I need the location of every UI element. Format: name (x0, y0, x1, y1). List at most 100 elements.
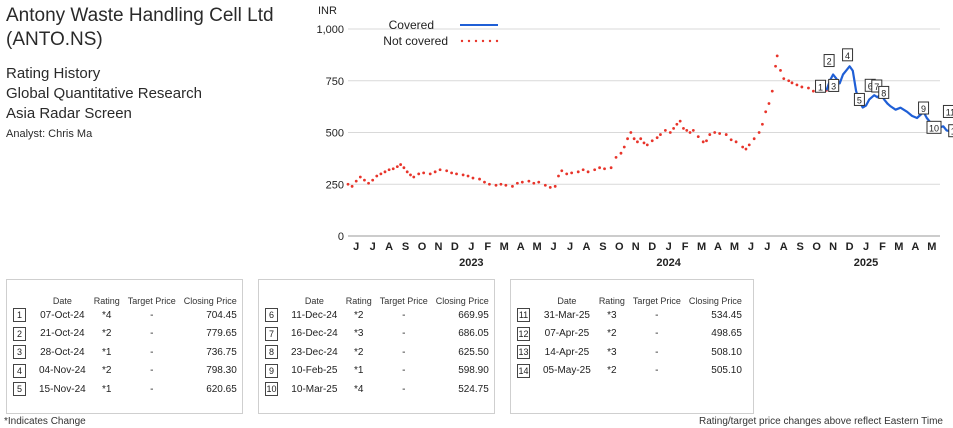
series-point-not-covered (741, 145, 745, 149)
rating-marker-box (853, 92, 865, 106)
row-number-box: 1 (13, 308, 26, 323)
date-cell: 04-Nov-24 (39, 365, 86, 377)
series-point-not-covered (626, 137, 629, 141)
rating-cell: *1 (101, 346, 112, 358)
rating-cell: *1 (101, 383, 112, 395)
y-tick-label: 1,000 (316, 24, 344, 36)
y-axis-label: INR (318, 5, 337, 17)
x-tick-label: M (894, 241, 903, 253)
table-header-row: Date Rating Target Price Closing Price (263, 292, 493, 306)
series-point-not-covered (379, 172, 383, 176)
series-point-not-covered (466, 174, 470, 178)
rating-marker-label: 5 (857, 95, 862, 105)
series-point-not-covered (553, 184, 557, 188)
series-point-not-covered (402, 166, 406, 170)
x-tick-label: O (812, 241, 821, 253)
closing-price-cell: 508.10 (711, 346, 742, 358)
series-point-not-covered (511, 184, 514, 188)
legend-label-covered: Covered (389, 18, 434, 32)
row-number-box: 13 (517, 345, 530, 360)
closing-price-cell: 534.45 (711, 309, 742, 321)
legend-label-not-covered: Not covered (383, 34, 448, 48)
rating-table-1: Date Rating Target Price Closing Price 1 07-O… (6, 279, 243, 414)
series-point-not-covered (779, 69, 782, 72)
y-tick-label: 500 (326, 128, 344, 140)
rating-row: 1 07-Oct-24 *4 - 704.45 (11, 306, 241, 325)
series-point-not-covered (774, 64, 777, 68)
series-point-not-covered (713, 131, 717, 134)
series-point-not-covered (718, 132, 722, 135)
header-spacer (515, 292, 539, 306)
target-price-cell: - (402, 365, 406, 377)
series-point-not-covered (504, 183, 508, 187)
x-tick-label: M (697, 241, 706, 253)
series-point-not-covered (471, 176, 475, 180)
date-cell: 31-Mar-25 (543, 309, 590, 321)
row-number-cell: 12 (515, 325, 539, 344)
row-number-box: 9 (265, 363, 278, 378)
rating-marker-label: 1 (818, 82, 823, 92)
rating-marker-label: 2 (827, 57, 832, 67)
series-point-not-covered (350, 184, 354, 188)
table-header-row: Date Rating Target Price Closing Price (11, 292, 241, 306)
table-header-row: Date Rating Target Price Closing Price (515, 292, 746, 306)
x-tick-label: S (599, 241, 606, 253)
series-point-not-covered (619, 151, 623, 155)
rating-marker-box (823, 54, 835, 68)
date-cell: 15-Nov-24 (39, 383, 86, 395)
series-point-not-covered (527, 179, 531, 183)
series-point-not-covered (560, 169, 564, 173)
row-number-cell: 1 (11, 306, 35, 325)
row-number-cell: 2 (11, 325, 35, 344)
x-tick-label: F (879, 241, 886, 253)
rating-marker-box (942, 104, 953, 118)
series-point-not-covered (367, 181, 370, 185)
x-tick-label: J (550, 241, 556, 253)
rating-marker-label: 3 (831, 81, 836, 91)
rating-marker-label: 12 (951, 127, 953, 137)
target-price-cell: - (402, 309, 406, 321)
row-number-cell: 5 (11, 380, 35, 399)
series-point-not-covered (663, 129, 667, 132)
x-tick-label: M (533, 241, 542, 253)
x-tick-label: S (402, 241, 409, 253)
series-point-not-covered (645, 143, 649, 147)
target-price-cell: - (655, 365, 659, 377)
row-number-cell: 10 (263, 380, 287, 399)
row-number-cell: 9 (263, 362, 287, 381)
date-cell: 05-May-25 (543, 365, 591, 377)
rating-cell: *2 (353, 346, 364, 358)
row-number-box: 3 (13, 345, 26, 360)
rating-row: 8 23-Dec-24 *2 - 625.50 (263, 343, 493, 362)
series-point-not-covered (764, 110, 768, 114)
series-point-not-covered (598, 166, 601, 170)
series-point-not-covered (787, 79, 791, 83)
series-point-not-covered (375, 174, 379, 178)
series-point-not-covered (747, 143, 751, 147)
series-point-not-covered (483, 180, 486, 184)
series-point-not-covered (752, 137, 756, 141)
series-point-not-covered (782, 77, 786, 81)
series-point-not-covered (672, 126, 675, 130)
rating-marker-label: 8 (881, 88, 886, 98)
series-point-not-covered (675, 122, 679, 126)
series-point-not-covered (790, 81, 794, 85)
research-group: Global Quantitative Research (6, 85, 202, 102)
screen-name: Asia Radar Screen (6, 105, 132, 122)
row-number-box: 10 (265, 382, 278, 397)
rating-row: 5 15-Nov-24 *1 - 620.65 (11, 380, 241, 399)
series-point-not-covered (639, 137, 643, 141)
x-tick-label: J (370, 241, 376, 253)
row-number-cell: 7 (263, 325, 287, 344)
column-header: Target Price (632, 296, 681, 306)
rating-row: 14 05-May-25 *2 - 505.10 (515, 362, 746, 381)
rating-marker-label: 11 (946, 107, 953, 117)
rating-cell: *4 (101, 309, 112, 321)
x-tick-label: D (846, 241, 854, 253)
closing-price-cell: 736.75 (206, 346, 237, 358)
series-point-not-covered (744, 147, 748, 151)
column-header: Target Price (127, 296, 176, 306)
series-point-not-covered (358, 175, 362, 179)
rating-marker-label: 7 (874, 82, 879, 92)
series-point-not-covered (532, 181, 536, 185)
